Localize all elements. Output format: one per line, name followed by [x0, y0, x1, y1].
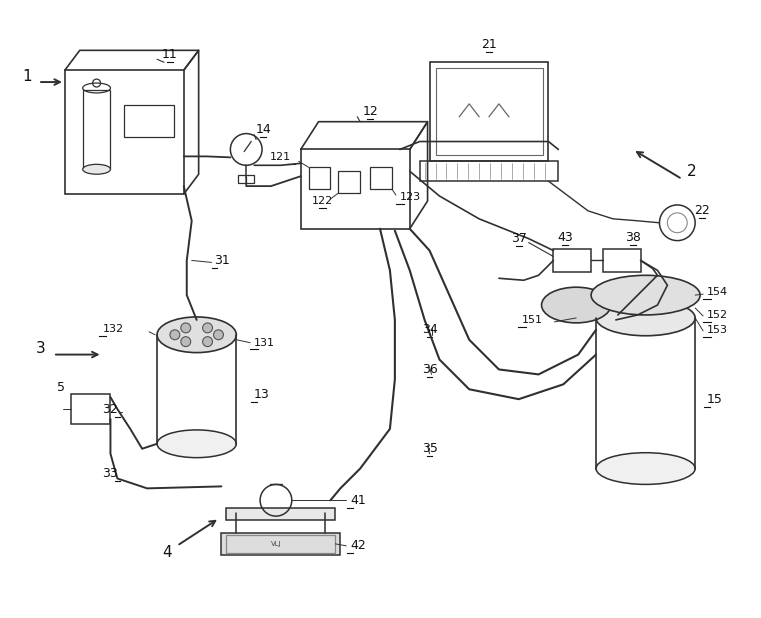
Text: 32: 32 [102, 402, 117, 415]
Text: 131: 131 [254, 337, 275, 348]
Bar [309, 167, 330, 189]
Circle shape [202, 323, 212, 333]
Ellipse shape [157, 430, 237, 458]
Text: 3: 3 [37, 341, 46, 356]
Ellipse shape [596, 300, 695, 336]
Bar [71, 394, 110, 424]
Bar [419, 161, 559, 181]
Text: 1: 1 [22, 69, 32, 83]
Text: 43: 43 [558, 231, 573, 244]
Bar [553, 248, 591, 273]
Bar [603, 248, 641, 273]
Circle shape [202, 337, 212, 347]
Ellipse shape [83, 164, 110, 174]
Text: 36: 36 [422, 363, 438, 376]
Text: 153: 153 [707, 325, 728, 335]
Text: 38: 38 [625, 231, 641, 244]
Bar [370, 167, 392, 189]
Text: 42: 42 [350, 540, 366, 552]
Circle shape [181, 337, 191, 347]
Bar [339, 171, 360, 193]
Text: 15: 15 [707, 392, 723, 405]
Circle shape [181, 323, 191, 333]
Text: 121: 121 [269, 153, 291, 163]
Text: 34: 34 [422, 323, 438, 336]
Text: 151: 151 [522, 315, 543, 325]
Bar [83, 90, 110, 169]
Ellipse shape [591, 275, 700, 315]
Circle shape [170, 330, 180, 340]
Bar [301, 150, 409, 229]
Circle shape [214, 330, 224, 340]
Bar [227, 535, 336, 552]
Text: 31: 31 [215, 254, 231, 267]
Bar [429, 62, 549, 161]
Ellipse shape [542, 287, 611, 323]
Text: VLJ: VLJ [271, 541, 282, 547]
Text: 37: 37 [511, 232, 527, 245]
Text: 4: 4 [162, 545, 172, 561]
Text: 12: 12 [362, 105, 378, 118]
Text: 11: 11 [162, 48, 178, 61]
Text: 154: 154 [707, 287, 728, 297]
Ellipse shape [596, 453, 695, 485]
Text: 35: 35 [422, 442, 438, 455]
Text: 13: 13 [254, 387, 270, 400]
Text: 152: 152 [707, 310, 728, 320]
Text: 41: 41 [350, 494, 366, 507]
Bar [238, 176, 254, 183]
Bar [65, 70, 184, 194]
Text: 5: 5 [57, 381, 65, 394]
Bar [124, 105, 174, 137]
Text: 21: 21 [481, 38, 497, 51]
Bar [227, 508, 336, 520]
Text: 14: 14 [255, 123, 271, 136]
Text: 123: 123 [400, 192, 421, 202]
Text: 33: 33 [102, 467, 117, 480]
Text: 2: 2 [687, 164, 697, 179]
Bar [435, 68, 543, 155]
Ellipse shape [157, 317, 237, 353]
Text: 22: 22 [694, 205, 710, 218]
Text: 122: 122 [312, 196, 333, 206]
Text: 132: 132 [103, 324, 123, 334]
Bar [221, 533, 340, 555]
